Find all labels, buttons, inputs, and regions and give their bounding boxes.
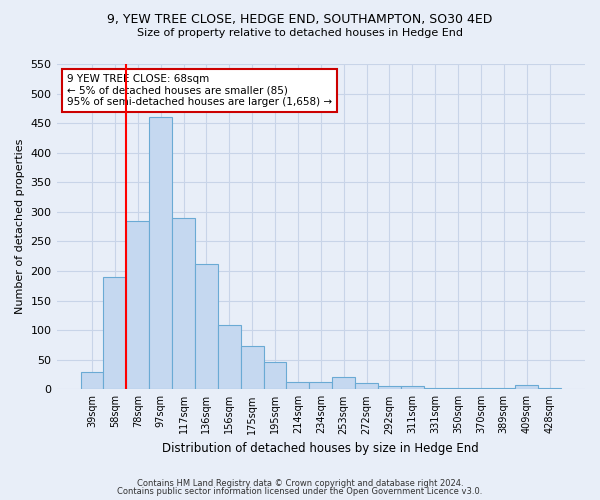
Bar (218, 326, 241, 390)
Text: Contains HM Land Registry data © Crown copyright and database right 2024.: Contains HM Land Registry data © Crown c… (137, 478, 463, 488)
Text: Size of property relative to detached houses in Hedge End: Size of property relative to detached ho… (137, 28, 463, 38)
Bar (80, 372, 103, 390)
Text: 9, YEW TREE CLOSE, HEDGE END, SOUTHAMPTON, SO30 4ED: 9, YEW TREE CLOSE, HEDGE END, SOUTHAMPTO… (107, 12, 493, 26)
Bar (401, 386, 424, 390)
Bar (286, 382, 310, 390)
Bar (172, 218, 195, 390)
Bar (378, 386, 401, 390)
Bar (332, 377, 355, 390)
Bar (103, 277, 127, 390)
Bar (355, 384, 378, 390)
Text: 9 YEW TREE CLOSE: 68sqm
← 5% of detached houses are smaller (85)
95% of semi-det: 9 YEW TREE CLOSE: 68sqm ← 5% of detached… (67, 74, 332, 107)
Bar (515, 385, 538, 390)
Y-axis label: Number of detached properties: Number of detached properties (15, 139, 25, 314)
Bar (263, 362, 286, 390)
Bar (310, 382, 332, 390)
Bar (195, 264, 218, 390)
Bar (127, 220, 149, 390)
Bar (469, 388, 493, 390)
X-axis label: Distribution of detached houses by size in Hedge End: Distribution of detached houses by size … (163, 442, 479, 455)
Bar (424, 388, 446, 390)
Text: Contains public sector information licensed under the Open Government Licence v3: Contains public sector information licen… (118, 487, 482, 496)
Bar (149, 117, 172, 390)
Bar (446, 388, 469, 390)
Bar (241, 346, 263, 390)
Bar (493, 388, 515, 390)
Bar (538, 388, 561, 390)
